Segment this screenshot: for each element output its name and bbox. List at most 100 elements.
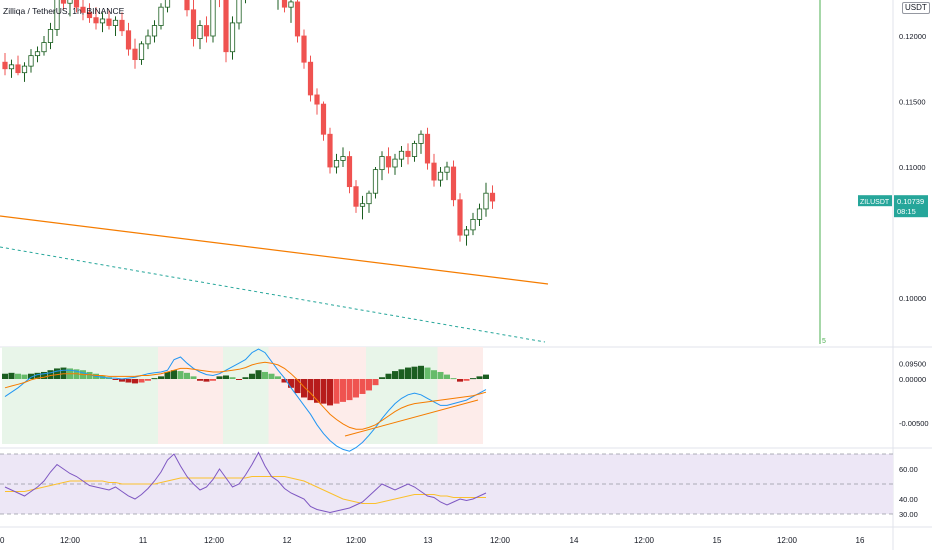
price-tick-label: 0.12000	[899, 32, 926, 41]
candle-body	[366, 192, 372, 205]
macd-background-region	[437, 347, 483, 444]
macd-histogram-bar	[281, 379, 288, 383]
macd-histogram-bar	[177, 371, 184, 379]
macd-histogram-bar	[34, 372, 41, 379]
candle-body	[60, 0, 67, 4]
macd-histogram-bar	[307, 379, 314, 401]
macd-histogram-bar	[333, 379, 340, 404]
candle-body	[346, 156, 353, 188]
macd-histogram-bar	[450, 378, 457, 380]
macd-histogram-bar	[301, 379, 307, 398]
candle-body	[294, 1, 301, 37]
time-tick-label: 12:00	[777, 536, 798, 545]
candle-body	[138, 43, 145, 60]
macd-histogram-bar	[41, 371, 47, 379]
macd-histogram-bar	[132, 379, 138, 384]
candle-body	[444, 166, 450, 173]
candle-body	[307, 61, 314, 96]
macd-tick-label: -0.00500	[899, 419, 929, 428]
macd-histogram-bar	[463, 379, 470, 381]
macd-histogram-bar	[392, 371, 398, 379]
macd-histogram-bar	[210, 379, 216, 381]
macd-histogram-bar	[346, 379, 353, 401]
candle-body	[132, 48, 138, 60]
macd-histogram-bar	[242, 377, 249, 379]
time-tick-label: 11	[139, 536, 148, 545]
macd-histogram-bar	[275, 376, 281, 379]
candle-body	[340, 156, 346, 161]
macd-histogram-bar	[197, 379, 203, 381]
macd-histogram-bar	[314, 379, 320, 403]
macd-histogram-bar	[255, 370, 262, 379]
macd-histogram-bar	[372, 379, 379, 386]
macd-histogram-bar	[294, 379, 301, 394]
price-tick-label: 0.09500	[899, 360, 926, 369]
macd-histogram-bar	[476, 376, 483, 379]
time-tick-label: 15	[713, 536, 722, 545]
candle-body	[398, 150, 405, 160]
macd-histogram-bar	[190, 376, 197, 379]
macd-histogram-bar	[184, 372, 190, 379]
price-badge[interactable]	[894, 195, 928, 218]
rsi-ma-line	[5, 476, 486, 504]
macd-histogram-bar	[21, 374, 28, 379]
trendline-dashed[interactable]	[0, 246, 546, 343]
price-tick-label: 0.10000	[899, 294, 926, 303]
macd-histogram-bar	[353, 379, 359, 398]
candle-body	[8, 64, 15, 70]
macd-trendline[interactable]	[344, 399, 479, 437]
macd-signal-line	[4, 361, 487, 430]
macd-histogram-bar	[15, 373, 21, 379]
trendline[interactable]	[0, 215, 549, 285]
candle-body	[223, 0, 229, 53]
currency-button[interactable]: USDT	[902, 2, 930, 14]
macd-tick-label: 0.00000	[899, 375, 926, 384]
time-tick-label: 13	[424, 536, 433, 545]
time-tick-label: 12:00	[346, 536, 367, 545]
candle-body	[210, 0, 216, 37]
candle-body	[125, 30, 132, 50]
candle-body	[119, 19, 125, 32]
time-tick-label: 16	[856, 536, 865, 545]
macd-histogram-bar	[457, 379, 463, 382]
macd-histogram-bar	[2, 373, 8, 379]
symbol-title[interactable]: Zilliqa / TetherUS, 1h, BINANCE	[3, 6, 125, 16]
macd-histogram-bar	[444, 374, 450, 379]
candle-body	[41, 42, 47, 53]
candle-body	[73, 0, 80, 8]
rsi-tick-label: 60.00	[899, 465, 918, 474]
candle-body	[359, 203, 366, 207]
macd-histogram-bar	[366, 379, 372, 391]
macd-histogram-bar	[151, 378, 158, 380]
candle-body	[99, 18, 106, 24]
price-tick-label: 0.11000	[899, 163, 926, 172]
candle-body	[450, 166, 457, 201]
symbol-badge[interactable]	[858, 195, 892, 207]
macd-histogram-bar	[288, 379, 294, 388]
macd-histogram-bar	[340, 379, 346, 402]
macd-histogram-bar	[405, 367, 411, 379]
macd-background-region	[366, 347, 438, 444]
candle-body	[385, 156, 392, 168]
candle-body	[418, 133, 424, 144]
rsi-tick-label: 40.00	[899, 495, 918, 504]
candle-body	[86, 12, 93, 19]
candle-body	[392, 158, 398, 168]
price-badge-countdown: 08:15	[897, 207, 916, 216]
time-tick-label: 12:00	[60, 536, 81, 545]
macd-histogram-bar	[54, 368, 60, 379]
candle-body	[93, 17, 99, 24]
candle-body	[314, 94, 320, 105]
macd-histogram-bar	[86, 371, 93, 379]
candle-body	[327, 133, 333, 168]
macd-histogram-bar	[437, 371, 444, 379]
candle-body	[281, 0, 288, 8]
candle-body	[372, 169, 379, 194]
macd-histogram-bar	[411, 366, 418, 379]
candle-body	[470, 218, 476, 231]
macd-histogram-bar	[164, 371, 171, 379]
macd-histogram-bar	[418, 365, 424, 379]
time-tick-label: 12:00	[634, 536, 655, 545]
macd-histogram-bar	[138, 379, 145, 383]
